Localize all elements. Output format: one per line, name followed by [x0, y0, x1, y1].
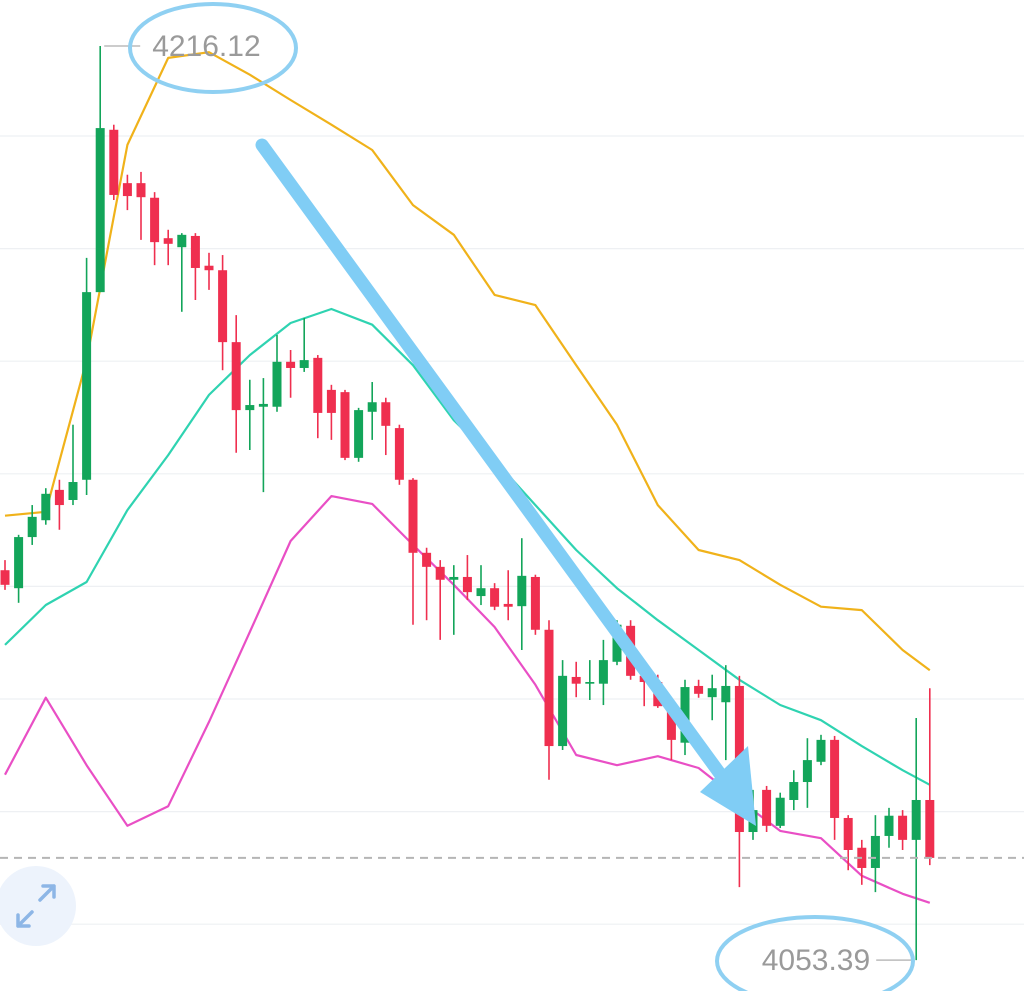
candle-body [721, 685, 731, 703]
candle-body [517, 575, 527, 607]
candle-body [422, 552, 432, 567]
candle-body [598, 660, 608, 684]
highlight-ellipse [715, 915, 915, 991]
candle-body [490, 588, 500, 607]
candle-body [326, 389, 336, 413]
candle-body [925, 799, 935, 858]
candle-body [503, 603, 513, 607]
expand-button[interactable] [0, 866, 76, 946]
candle-body [789, 782, 799, 800]
candle-body [136, 183, 146, 198]
candle-body [272, 361, 282, 407]
candle-body [122, 183, 132, 197]
candle-body [530, 576, 540, 630]
candle-body [367, 402, 377, 412]
candle-body [218, 270, 228, 343]
arrow [255, 138, 756, 826]
candle-body [571, 676, 581, 684]
candle-body [666, 706, 676, 740]
candle-body [14, 537, 24, 589]
candle-body [884, 815, 894, 836]
candle-body [95, 128, 105, 293]
candle-body [41, 493, 51, 521]
candle-body [843, 817, 853, 850]
candle-body [340, 392, 350, 458]
candle-body [394, 428, 404, 480]
expand-bg[interactable] [0, 866, 76, 946]
candle-body [68, 482, 78, 500]
highlight-ellipse [128, 2, 298, 94]
candle-body [0, 570, 10, 585]
candle-body [299, 360, 309, 368]
candle-body [802, 760, 812, 783]
candle-body [762, 789, 772, 826]
candle-body [109, 129, 119, 195]
candle-body [245, 405, 255, 411]
candle-body [354, 410, 364, 458]
candle-body [82, 292, 92, 480]
candle-body [898, 815, 908, 840]
candle-body [707, 688, 717, 698]
plot: 4216.12 4053.39 [0, 30, 1024, 977]
candle-body [476, 588, 486, 597]
candle-body [462, 576, 472, 593]
indicator-line [4, 495, 931, 904]
expand-icon[interactable] [16, 884, 56, 928]
candle-body [258, 403, 268, 407]
candle-body [190, 235, 200, 268]
candle-body [830, 739, 840, 818]
arrow-head [700, 746, 756, 826]
candle-body [449, 576, 459, 580]
candle-body [585, 682, 595, 684]
grid [0, 135, 1024, 925]
candle-body [816, 739, 826, 762]
indicator-line [4, 307, 931, 786]
candle-body [694, 685, 704, 694]
candle-body [544, 629, 554, 747]
candle-body [150, 197, 160, 243]
candle-body [775, 797, 785, 826]
candle-body [381, 402, 391, 426]
high-label: 4216.12 [152, 30, 260, 63]
arrow-shaft [255, 138, 733, 789]
candle-body [870, 835, 880, 868]
candle-body [204, 265, 214, 271]
candle-body [177, 234, 187, 248]
candle-body [27, 516, 37, 538]
indicator-line [4, 51, 931, 672]
candle-body [558, 675, 568, 747]
candle-body [911, 799, 921, 840]
candle-body [163, 238, 173, 244]
low-label: 4053.39 [762, 944, 870, 977]
candle-body [231, 342, 241, 411]
candle-body [408, 479, 418, 553]
candle-body [313, 357, 323, 413]
candle-body [54, 489, 64, 506]
candle-body [286, 361, 296, 368]
candle-body [435, 566, 445, 580]
